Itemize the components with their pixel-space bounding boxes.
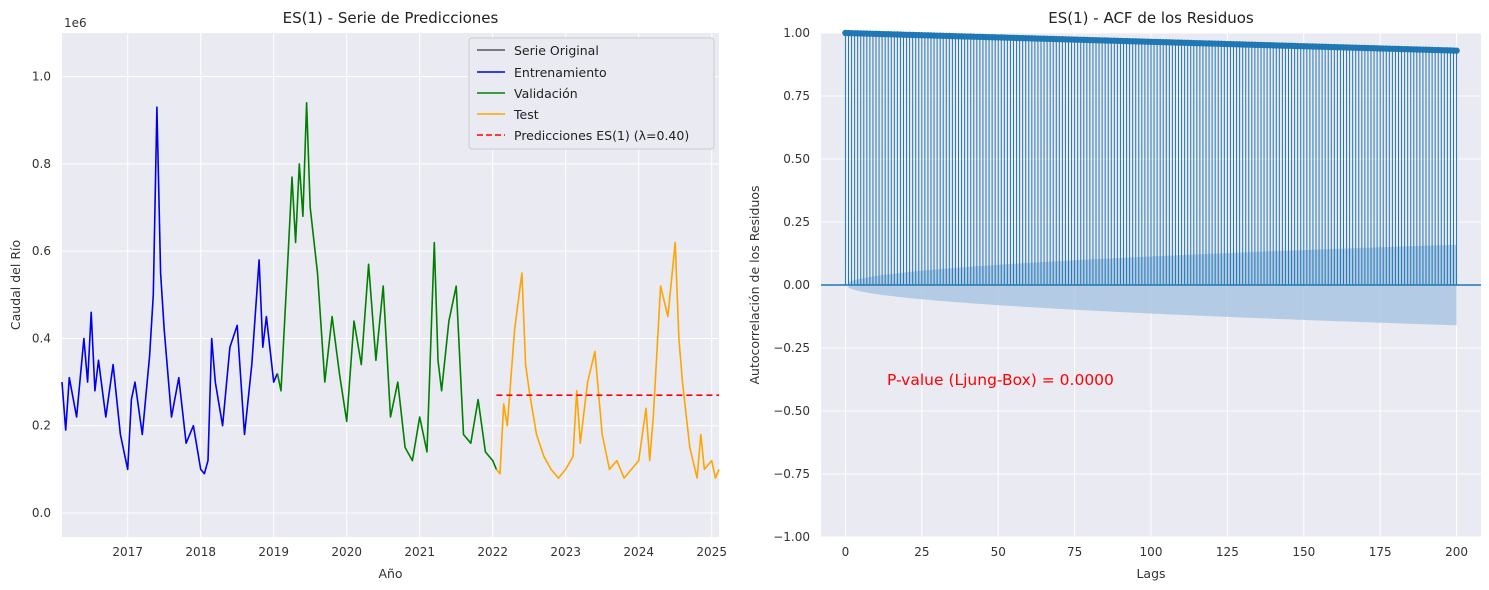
left-x-tick-label: 2019 bbox=[258, 545, 289, 559]
series-line bbox=[276, 102, 498, 470]
right-chart: ES(1) - ACF de los Residuos 0 25 50 75 100 12… bbox=[747, 9, 1481, 581]
left-chart-title: ES(1) - Serie de Predicciones bbox=[283, 9, 499, 27]
right-x-tick-label: 25 bbox=[914, 545, 929, 559]
left-x-tick-label: 2020 bbox=[331, 545, 362, 559]
left-x-axis-label: Año bbox=[378, 566, 402, 581]
left-x-tick-label: 2025 bbox=[696, 545, 727, 559]
left-y-tick-labels: 0.0 0.2 0.4 0.6 0.8 1.0 bbox=[32, 70, 51, 520]
right-y-tick-label: 0.50 bbox=[783, 152, 810, 166]
left-x-tick-label: 2017 bbox=[112, 545, 143, 559]
legend-label-prediction: Predicciones ES(1) (λ=0.40) bbox=[514, 128, 689, 143]
left-series-group bbox=[61, 102, 720, 479]
left-y-axis-label: Caudal del Río bbox=[8, 240, 23, 330]
left-y-tick-label: 0.2 bbox=[32, 419, 51, 433]
right-x-tick-label: 200 bbox=[1445, 545, 1468, 559]
acf-marker bbox=[1453, 47, 1460, 54]
right-y-tick-labels: −1.00 −0.75 −0.50 −0.25 0.00 0.25 0.50 0.75 1.00 bbox=[773, 26, 810, 544]
right-y-tick-label: 0.00 bbox=[783, 278, 810, 292]
left-x-tick-label: 2018 bbox=[185, 545, 216, 559]
left-x-tick-labels: 2017 2018 2019 2020 2021 2022 2023 2024 2025 bbox=[112, 545, 727, 559]
left-chart: ES(1) - Serie de Predicciones 1e6 2017 20… bbox=[8, 9, 727, 581]
legend: Serie Original Entrenamiento Validación … bbox=[468, 37, 715, 150]
legend-label-train: Entrenamiento bbox=[514, 65, 607, 80]
right-y-tick-label: 0.75 bbox=[783, 89, 810, 103]
right-y-tick-label: −1.00 bbox=[773, 530, 810, 544]
right-x-tick-label: 75 bbox=[1067, 545, 1082, 559]
right-y-axis-label: Autocorrelación de los Residuos bbox=[747, 185, 762, 384]
right-y-tick-label: −0.25 bbox=[773, 341, 810, 355]
left-y-tick-label: 0.4 bbox=[32, 331, 51, 345]
ljung-box-annotation: P-value (Ljung-Box) = 0.0000 bbox=[887, 371, 1114, 389]
left-y-tick-label: 1.0 bbox=[32, 70, 51, 84]
right-x-tick-label: 150 bbox=[1292, 545, 1315, 559]
legend-label-validation: Validación bbox=[514, 86, 578, 101]
right-y-tick-label: 0.25 bbox=[783, 215, 810, 229]
right-x-axis-label: Lags bbox=[1136, 566, 1165, 581]
left-x-tick-label: 2022 bbox=[477, 545, 508, 559]
right-series-group bbox=[821, 29, 1481, 326]
left-x-tick-label: 2021 bbox=[404, 545, 435, 559]
right-x-tick-labels: 0 25 50 75 100 125 150 175 200 bbox=[842, 545, 1468, 559]
right-x-tick-label: 125 bbox=[1216, 545, 1239, 559]
right-x-tick-label: 100 bbox=[1140, 545, 1163, 559]
right-chart-title: ES(1) - ACF de los Residuos bbox=[1048, 9, 1254, 27]
right-y-tick-label: −0.75 bbox=[773, 467, 810, 481]
legend-box bbox=[468, 37, 715, 150]
right-y-tick-label: −0.50 bbox=[773, 404, 810, 418]
left-x-tick-label: 2023 bbox=[550, 545, 581, 559]
left-y-tick-label: 0.0 bbox=[32, 506, 51, 520]
series-line bbox=[61, 106, 279, 475]
right-x-tick-label: 0 bbox=[842, 545, 850, 559]
legend-label-original: Serie Original bbox=[514, 43, 599, 58]
series-line bbox=[495, 241, 720, 479]
left-y-tick-label: 0.8 bbox=[32, 157, 51, 171]
left-y-tick-label: 0.6 bbox=[32, 244, 51, 258]
right-x-tick-label: 175 bbox=[1369, 545, 1392, 559]
legend-label-test: Test bbox=[513, 107, 539, 122]
right-x-tick-label: 50 bbox=[991, 545, 1006, 559]
left-x-tick-label: 2024 bbox=[623, 545, 654, 559]
right-y-tick-label: 1.00 bbox=[783, 26, 810, 40]
left-y-multiplier: 1e6 bbox=[64, 16, 87, 30]
